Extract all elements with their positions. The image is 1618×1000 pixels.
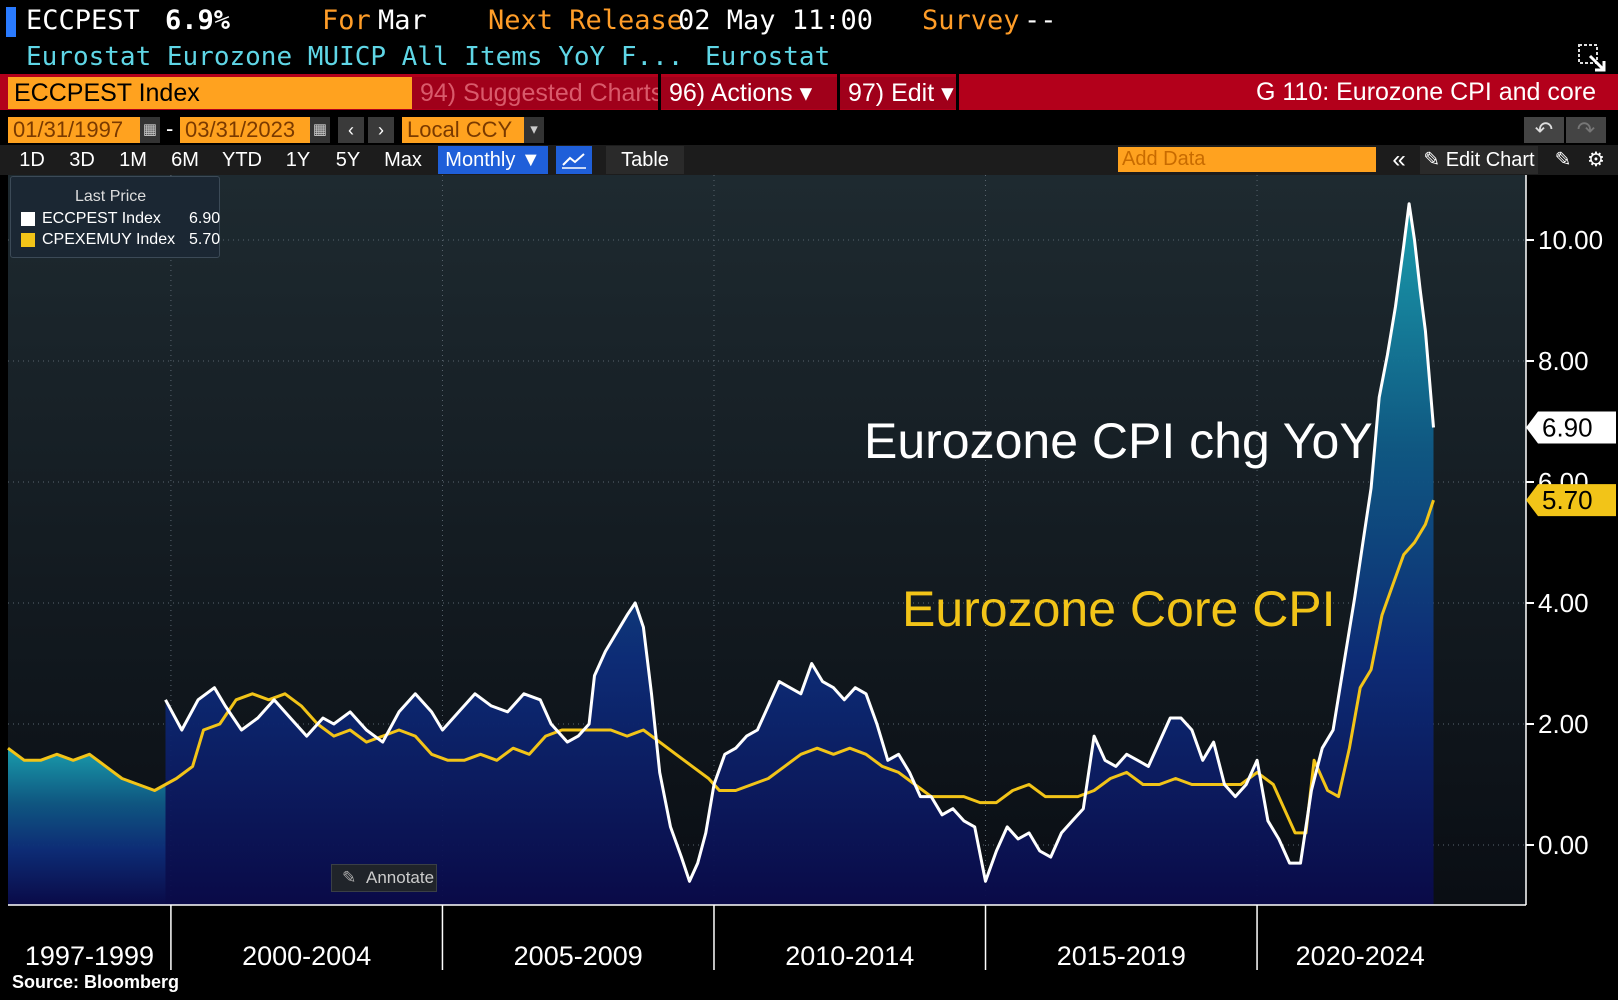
calendar-icon[interactable]: ▦	[140, 117, 160, 143]
x-period-label: 2005-2009	[514, 941, 643, 971]
edit-chart-label: Edit Chart	[1445, 149, 1535, 171]
y-tick-label: 8.00	[1538, 346, 1589, 376]
chevron-down-icon[interactable]: ▾	[524, 117, 544, 143]
pencil-icon: ✎	[1423, 149, 1441, 171]
toolbar-divider	[956, 74, 959, 110]
legend[interactable]: Last Price ECCPEST Index 6.90 CPEXEMUY I…	[10, 176, 220, 258]
gear-icon[interactable]: ⚙	[1587, 149, 1605, 171]
legend-item-name: CPEXEMUY Index	[42, 231, 176, 248]
annotate-button[interactable]: ✎ Annotate	[331, 864, 437, 892]
redo-icon[interactable]: ↷	[1566, 117, 1606, 143]
description-row: Eurostat Eurozone MUICP All Items YoY F.…	[0, 40, 1618, 74]
survey-label: Survey	[922, 5, 1020, 36]
toolbar: ECCPEST Index 94) Suggested Charts 96) A…	[0, 74, 1618, 110]
last-value-tag: 6.90	[1526, 411, 1616, 444]
last-value: 6.9%	[165, 5, 231, 36]
last-value-tag-bg	[1526, 411, 1616, 444]
line-chart-icon[interactable]	[556, 146, 592, 174]
source-note: Source: Bloomberg	[12, 972, 180, 992]
y-tick-label: 4.00	[1538, 588, 1589, 618]
pencil-icon: ✎	[342, 868, 357, 887]
core-series-line	[7, 499, 1435, 835]
period-bar: 1D 3D 1M 6M YTD 1Y 5Y Max Monthly ▼ Tabl…	[0, 145, 1618, 175]
period-3d[interactable]: 3D	[69, 149, 95, 171]
x-period-label: 2020-2024	[1296, 941, 1425, 971]
next-period-icon[interactable]: ›	[368, 117, 394, 143]
cpi-series-line	[164, 202, 1435, 883]
legend-item-value: 6.90	[189, 210, 221, 227]
ticker-label[interactable]: ECCPEST	[26, 5, 140, 36]
last-value-tag-label: 6.90	[1542, 413, 1593, 443]
x-axis: 1997-1999 2000-2004 2005-2009 2010-2014 2015…	[8, 904, 1526, 971]
survey-value: --	[1024, 5, 1057, 36]
cpi-area-fill	[165, 203, 1434, 905]
security-marker	[6, 7, 16, 37]
legend-swatch	[21, 233, 35, 247]
period-1d[interactable]: 1D	[19, 149, 45, 171]
add-data-input[interactable]	[1118, 147, 1376, 172]
last-value-tag-bg	[1526, 484, 1616, 517]
edit-legend-icon[interactable]: ✎	[1554, 149, 1572, 171]
period-1y[interactable]: 1Y	[285, 149, 311, 171]
suggested-charts-button[interactable]: 94) Suggested Charts	[412, 77, 663, 109]
actions-menu[interactable]: 96) Actions ▾	[661, 77, 837, 109]
annotate-label: Annotate	[366, 868, 435, 887]
period-5y[interactable]: 5Y	[335, 149, 361, 171]
area-fills	[8, 203, 1434, 905]
y-tick-label: 0.00	[1538, 830, 1589, 860]
currency-select[interactable]: Local CCY	[402, 117, 524, 143]
edit-menu[interactable]: 97) Edit ▾	[840, 77, 956, 109]
legend-item-value: 5.70	[189, 231, 221, 248]
toolbar-divider	[658, 74, 661, 110]
source-name: Eurostat	[705, 42, 831, 72]
for-label: For	[322, 5, 371, 36]
security-header: ECCPEST 6.9% For Mar Next Release 02 May…	[0, 0, 1618, 42]
period-max[interactable]: Max	[384, 149, 422, 171]
undo-icon[interactable]: ↶	[1524, 117, 1564, 143]
core-cpi-annotation: Eurozone Core CPI	[902, 581, 1336, 637]
period-ytd[interactable]: YTD	[222, 149, 262, 171]
last-value-tag: 5.70	[1526, 484, 1616, 517]
period-6m[interactable]: 6M	[171, 149, 199, 171]
cpi-annotation: Eurozone CPI chg YoY	[864, 413, 1373, 469]
prev-period-icon[interactable]: ‹	[338, 117, 364, 143]
x-period-label: 2010-2014	[785, 941, 914, 971]
next-release-label: Next Release	[488, 5, 684, 36]
frequency-select[interactable]: Monthly ▼	[438, 146, 548, 174]
ticker-field[interactable]: ECCPEST Index	[8, 77, 412, 109]
graph-title: G 110: Eurozone CPI and core	[1255, 78, 1596, 106]
period-1m[interactable]: 1M	[119, 149, 147, 171]
legend-item-name: ECCPEST Index	[42, 210, 161, 227]
toolbar-divider	[837, 74, 840, 110]
y-tick-label: 2.00	[1538, 709, 1589, 739]
x-period-label: 1997-1999	[25, 941, 154, 971]
date-range-row: 01/31/1997 ▦ - 03/31/2023 ▦ ‹ › Local CC…	[0, 115, 1618, 145]
chart-area: 0.00 2.00 4.00 6.00 8.00 10.00 6.90 5.70 1997-1…	[0, 175, 1618, 1000]
security-description: Eurostat Eurozone MUICP All Items YoY F.…	[26, 42, 684, 72]
y-tick-label: 10.00	[1538, 225, 1603, 255]
legend-header: Last Price	[75, 188, 147, 205]
for-period: Mar	[378, 5, 427, 36]
series-lines	[7, 202, 1435, 883]
start-date-field[interactable]: 01/31/1997	[8, 117, 140, 143]
end-date-field[interactable]: 03/31/2023	[180, 117, 310, 143]
next-release-value: 02 May 11:00	[678, 5, 874, 36]
expand-icon[interactable]	[1576, 42, 1608, 74]
date-separator: -	[166, 116, 174, 141]
edit-chart-button[interactable]: ✎ Edit Chart	[1420, 146, 1538, 174]
x-period-label: 2015-2019	[1057, 941, 1186, 971]
x-period-label: 2000-2004	[242, 941, 371, 971]
legend-swatch	[21, 212, 35, 226]
last-value-tag-label: 5.70	[1542, 485, 1593, 515]
calendar-icon[interactable]: ▦	[310, 117, 330, 143]
core-area-fill	[8, 748, 166, 905]
collapse-icon[interactable]: «	[1392, 146, 1406, 173]
table-button[interactable]: Table	[606, 146, 684, 174]
